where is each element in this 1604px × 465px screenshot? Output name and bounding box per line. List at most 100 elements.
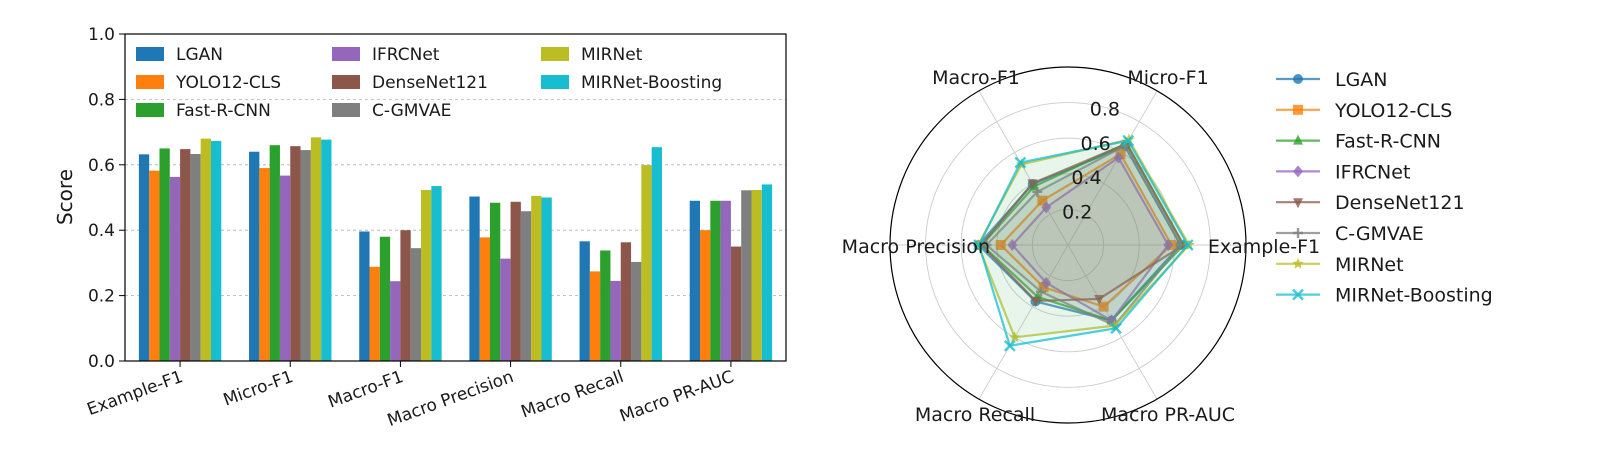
radar-marker <box>1027 179 1038 190</box>
radar-legend-marker <box>1293 165 1303 178</box>
radar-marker <box>1094 294 1105 305</box>
bar <box>300 150 311 361</box>
bar <box>159 148 170 361</box>
bar <box>469 196 480 361</box>
radar-legend-marker <box>1293 228 1303 238</box>
bar <box>689 200 701 361</box>
bar <box>531 195 542 361</box>
radar-marker <box>1008 331 1021 343</box>
bar-x-tick-label: Macro Recall <box>519 367 627 423</box>
bar <box>138 154 150 361</box>
bar <box>390 281 401 361</box>
bar-y-tick-label: 1.0 <box>88 25 115 45</box>
bar <box>269 145 280 361</box>
bar <box>200 138 211 361</box>
radar-legend-marker <box>1293 134 1303 145</box>
radar-legend-label: Fast-R-CNN <box>1335 131 1441 153</box>
bar-x-tick-label: Micro-F1 <box>221 367 296 411</box>
bar-legend-label: MIRNet <box>581 45 643 65</box>
bar <box>761 184 773 361</box>
radar-legend-marker <box>1292 288 1304 301</box>
bar-x-tick-label: Example-F1 <box>85 367 186 420</box>
radar-marker <box>1293 228 1303 238</box>
bar-legend-swatch <box>332 47 360 61</box>
bar <box>279 175 291 361</box>
radar-marker <box>1110 322 1122 335</box>
bar <box>310 137 322 361</box>
bar-y-tick-label: 0.0 <box>88 352 115 372</box>
radar-legend-label: MIRNet-Boosting <box>1335 285 1493 307</box>
bar-plot-frame <box>124 33 787 362</box>
radar-series-fill <box>979 140 1188 346</box>
radar-marker <box>1038 282 1049 293</box>
radar-axis-label: Micro-F1 <box>1127 67 1208 89</box>
bar-legend-swatch <box>332 75 360 89</box>
bar-y-axis: 0.0 0.2 0.4 0.6 0.8 1.0 <box>88 25 125 372</box>
radar-legend: LGAN YOLO12-CLS Fast-R-CNN IFRCNet DenseNet1… <box>1276 69 1493 307</box>
radar-marker <box>1175 240 1186 250</box>
bar-legend: LGAN YOLO12-CLS Fast-R-CNN IFRCNet DenseNet1… <box>136 45 722 121</box>
radar-spoke <box>1067 90 1158 246</box>
radar-marker <box>1293 198 1303 209</box>
radar-series <box>972 133 1195 352</box>
bar <box>190 154 201 361</box>
bar <box>741 190 752 361</box>
radar-series-fill <box>981 143 1184 301</box>
radar-marker <box>1014 156 1027 169</box>
bar-x-tick-label: Macro-F1 <box>326 367 407 413</box>
bar-legend-swatch <box>136 47 164 61</box>
bar <box>510 201 521 361</box>
bar-y-axis-label: Score <box>53 169 77 225</box>
bar-legend-swatch <box>136 75 164 89</box>
radar-series-fill <box>978 139 1190 338</box>
radar-marker <box>1032 186 1043 197</box>
radar-marker <box>1293 165 1303 178</box>
bar <box>620 242 632 361</box>
radar-marker <box>1115 149 1126 160</box>
radar-marker <box>1098 301 1109 312</box>
radar-axis-label: Macro PR-AUC <box>1101 404 1235 426</box>
bar-x-tick-label: Macro Precision <box>385 367 517 431</box>
radar-legend-marker <box>1292 257 1304 269</box>
radar-labels: 0.2 0.4 0.6 0.8 Micro-F1 Example-F1 Macro PR-A… <box>842 67 1320 426</box>
bar-bars <box>138 137 773 361</box>
radar-spoke <box>978 244 1069 400</box>
bar <box>321 139 332 361</box>
bar <box>751 189 762 361</box>
radar-axis-label: Macro Recall <box>915 404 1035 426</box>
radar-marker <box>1292 257 1304 269</box>
bar-legend-swatch <box>541 47 569 61</box>
bar-legend-swatch <box>541 75 569 89</box>
bar-y-tick-label: 0.4 <box>88 221 115 241</box>
bar-x-tick-label: Macro PR-AUC <box>617 367 737 427</box>
bar-legend-label: DenseNet121 <box>372 73 488 93</box>
bar <box>641 165 652 361</box>
bar <box>541 197 552 361</box>
bar <box>290 146 301 361</box>
bar <box>479 237 490 361</box>
bar <box>589 271 601 361</box>
radar-chart: 0.2 0.4 0.6 0.8 Micro-F1 Example-F1 Macro PR-A… <box>842 66 1493 426</box>
bar <box>379 236 391 361</box>
bar <box>579 241 590 361</box>
radar-marker <box>1113 151 1124 164</box>
radar-legend-label: YOLO12-CLS <box>1334 100 1452 122</box>
bar <box>359 231 370 361</box>
radar-legend-label: C-GMVAE <box>1335 223 1424 245</box>
bar <box>410 248 422 361</box>
bar <box>710 200 721 361</box>
radar-r-tick-label: 0.4 <box>1071 167 1101 189</box>
radar-marker <box>973 239 985 251</box>
radar-legend-label: DenseNet121 <box>1335 192 1465 214</box>
radar-r-tick-label: 0.8 <box>1090 98 1120 120</box>
bar-legend-swatch <box>332 103 360 117</box>
bar-legend-label: MIRNet-Boosting <box>581 73 722 93</box>
bar-legend-label: Fast-R-CNN <box>176 101 271 121</box>
radar-marker <box>1003 339 1016 352</box>
radar-marker <box>1041 201 1052 214</box>
radar-legend-marker <box>1293 104 1303 115</box>
bar <box>400 230 411 361</box>
radar-marker <box>981 240 992 250</box>
radar-marker <box>1293 74 1303 84</box>
